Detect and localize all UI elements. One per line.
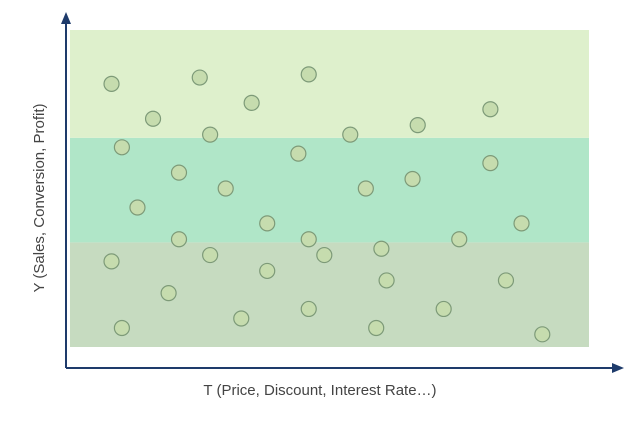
data-point-4 bbox=[144, 110, 162, 127]
data-point-6 bbox=[342, 126, 359, 143]
data-point-19 bbox=[170, 231, 188, 248]
data-point-30 bbox=[300, 300, 317, 318]
data-point-34 bbox=[368, 319, 385, 337]
x-axis-label: T (Price, Discount, Interest Rate…) bbox=[203, 382, 436, 399]
data-point-0 bbox=[103, 75, 120, 92]
data-point-18 bbox=[513, 215, 530, 232]
data-point-15 bbox=[404, 170, 421, 188]
data-point-24 bbox=[202, 246, 219, 264]
data-point-27 bbox=[378, 272, 395, 289]
band-1 bbox=[70, 137, 589, 243]
data-point-35 bbox=[534, 326, 551, 343]
data-point-1 bbox=[191, 69, 208, 86]
data-point-10 bbox=[290, 145, 307, 162]
data-point-5 bbox=[202, 126, 219, 143]
y-axis-label: Y (Sales, Conversion, Profit) bbox=[31, 104, 48, 293]
band-layer bbox=[70, 30, 589, 347]
data-point-21 bbox=[373, 240, 390, 257]
data-point-23 bbox=[103, 253, 120, 270]
data-point-22 bbox=[451, 231, 468, 248]
point-layer bbox=[103, 66, 551, 343]
data-point-14 bbox=[357, 180, 374, 197]
data-point-9 bbox=[113, 139, 131, 156]
data-point-33 bbox=[113, 319, 131, 337]
data-point-28 bbox=[497, 272, 515, 289]
data-point-3 bbox=[243, 94, 260, 112]
data-point-7 bbox=[409, 116, 426, 134]
data-point-31 bbox=[435, 300, 452, 318]
data-point-12 bbox=[482, 155, 499, 172]
data-point-2 bbox=[300, 66, 317, 83]
data-point-17 bbox=[259, 215, 276, 232]
data-point-29 bbox=[160, 285, 177, 302]
data-point-20 bbox=[300, 231, 317, 248]
data-point-32 bbox=[233, 310, 250, 327]
x-axis bbox=[66, 363, 624, 373]
data-point-11 bbox=[170, 164, 188, 181]
y-axis bbox=[61, 12, 71, 368]
data-point-25 bbox=[316, 246, 333, 264]
data-point-16 bbox=[129, 199, 146, 216]
data-point-8 bbox=[482, 101, 499, 118]
data-point-26 bbox=[259, 262, 276, 280]
data-point-13 bbox=[217, 180, 234, 197]
